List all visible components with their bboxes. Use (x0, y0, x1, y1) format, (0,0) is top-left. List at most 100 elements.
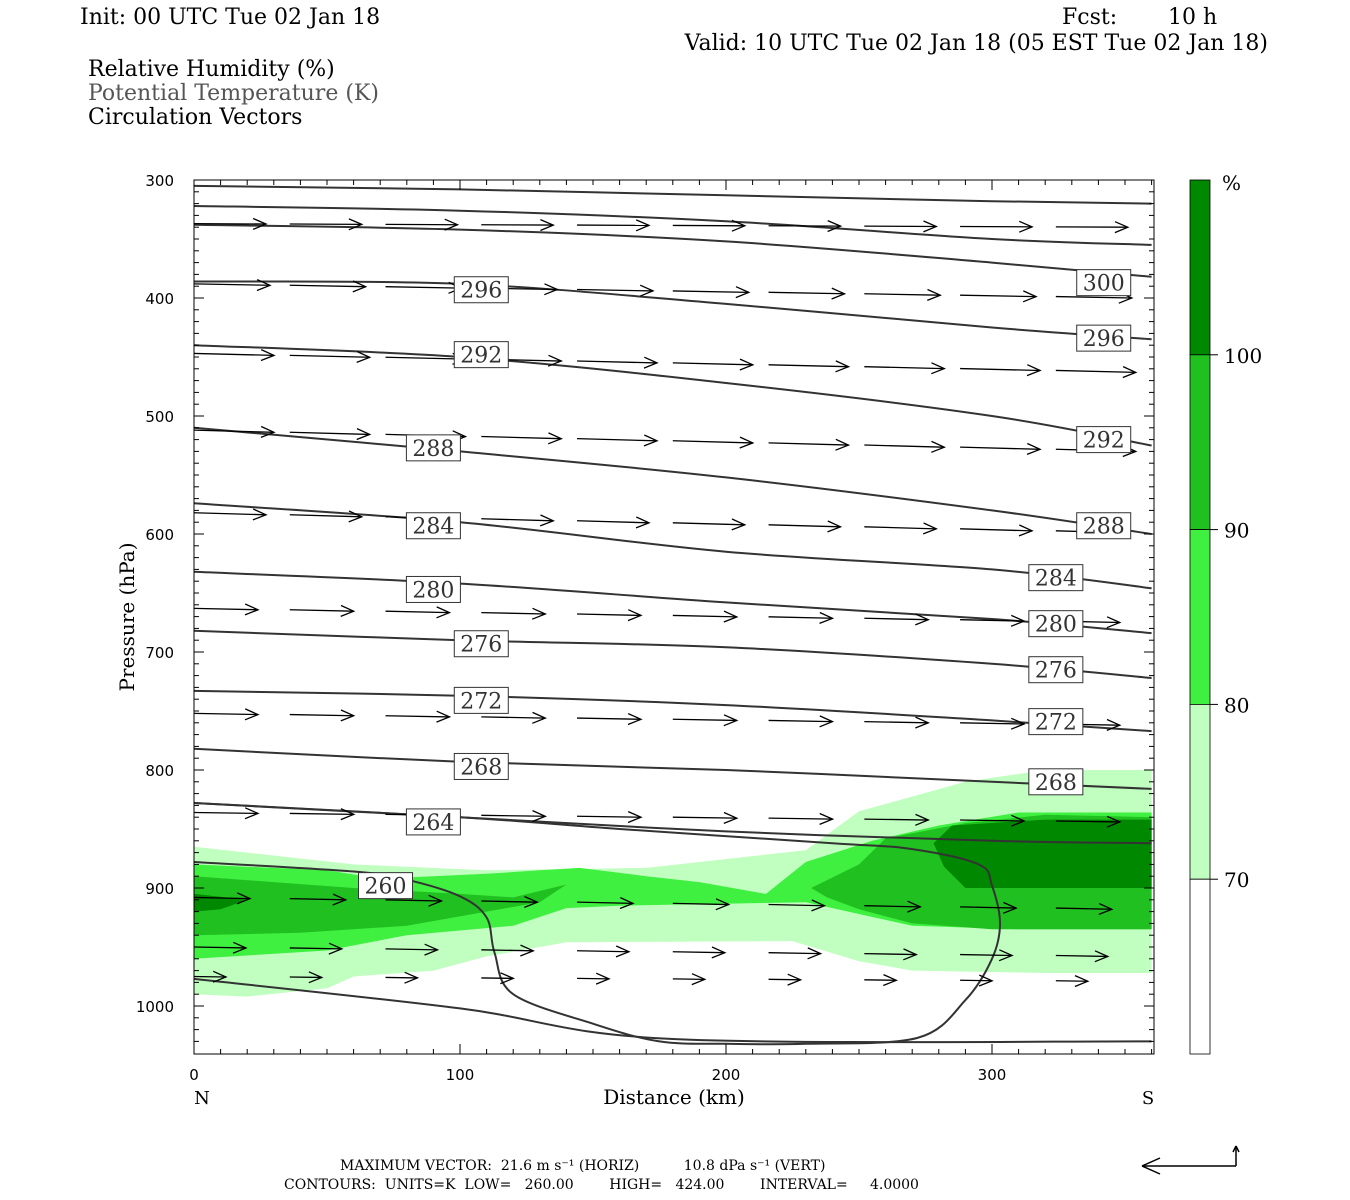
contour-label: 284 (405, 512, 461, 540)
circulation-vector (960, 220, 1034, 233)
circulation-vector (768, 438, 851, 451)
circulation-vector (194, 603, 260, 616)
svg-text:276: 276 (1035, 659, 1077, 684)
circulation-vector (289, 808, 356, 821)
circulation-vector (768, 899, 827, 912)
circulation-vector (194, 508, 268, 521)
circulation-vector (385, 710, 452, 723)
svg-text:296: 296 (460, 279, 502, 304)
contour-label: 292 (1076, 426, 1132, 454)
x-tick-label: 100 (446, 1066, 475, 1084)
contour-label: 276 (453, 630, 509, 658)
circulation-vector (768, 947, 823, 960)
circulation-vector (864, 440, 946, 453)
svg-text:288: 288 (1083, 515, 1125, 540)
circulation-vector (289, 942, 344, 955)
maximum-vector-note: MAXIMUM VECTOR: 21.6 m s⁻¹ (HORIZ) 10.8 … (340, 1158, 826, 1174)
circulation-vector (577, 713, 643, 726)
circulation-vector (194, 807, 260, 820)
circulation-vector (864, 716, 930, 729)
svg-text:268: 268 (460, 755, 502, 780)
valid-time: Valid: 10 UTC Tue 02 Jan 18 (05 EST Tue … (684, 31, 1268, 56)
circulation-vector (577, 219, 651, 232)
y-axis-title: Pressure (hPa) (115, 543, 139, 692)
colorbar-tick-label: 100 (1224, 344, 1262, 368)
svg-text:280: 280 (1035, 613, 1077, 638)
circulation-vector (768, 812, 835, 826)
circulation-vector (194, 217, 268, 230)
circulation-vector (481, 514, 555, 527)
circulation-vector (481, 810, 547, 823)
contour-label: 280 (1028, 610, 1084, 638)
svg-text:296: 296 (1083, 327, 1125, 352)
y-tick-label: 900 (145, 880, 174, 898)
circulation-vector (577, 945, 631, 958)
circulation-vector (577, 516, 651, 529)
forecast-hour: 10 h (1168, 5, 1218, 30)
circulation-vector (864, 613, 930, 626)
circulation-vector (768, 520, 843, 533)
svg-text:292: 292 (460, 344, 502, 369)
theta-contour-304 (194, 205, 1152, 246)
circulation-vector (481, 895, 539, 909)
y-tick-label: 400 (145, 290, 174, 308)
svg-text:272: 272 (1035, 711, 1077, 736)
theta-contour-276 (194, 629, 1152, 679)
circulation-vector (1055, 950, 1110, 963)
circulation-vector (960, 814, 1026, 827)
legend-relative-humidity: Relative Humidity (%) (88, 57, 335, 82)
svg-text:284: 284 (1035, 567, 1077, 592)
theta-contour-300 (194, 223, 1152, 278)
forecast-label: Fcst: (1062, 5, 1118, 30)
contour-label: 260 (358, 872, 414, 900)
circulation-vector (577, 609, 643, 622)
contour-label: 296 (453, 276, 509, 304)
svg-text:260: 260 (365, 875, 407, 900)
colorbar-tick-label: 70 (1224, 868, 1249, 892)
circulation-vector (385, 606, 452, 619)
y-tick-label: 800 (145, 762, 174, 780)
y-tick-label: 600 (145, 526, 174, 544)
rh-fill-100 (933, 819, 1152, 888)
contour-label: 268 (1028, 768, 1084, 796)
circulation-vector (1055, 902, 1114, 916)
circulation-vector (289, 510, 364, 523)
y-tick-label: 700 (145, 644, 174, 662)
contour-label: 288 (405, 434, 461, 462)
theta-contour-268 (194, 747, 1152, 790)
circulation-vector (481, 944, 535, 957)
circulation-vector (768, 220, 843, 233)
circulation-vector (672, 518, 747, 531)
contour-info-note: CONTOURS: UNITS=K LOW= 260.00 HIGH= 424.… (284, 1177, 919, 1193)
circulation-vector (672, 358, 755, 371)
circulation-vector (768, 287, 847, 300)
circulation-vector (960, 364, 1042, 377)
contour-label: 268 (453, 752, 509, 780)
init-time: Init: 00 UTC Tue 02 Jan 18 (80, 5, 381, 30)
theta-contour-308 (194, 184, 1152, 205)
circulation-vector (194, 892, 252, 905)
circulation-vector (289, 709, 356, 722)
circulation-vector (577, 284, 655, 297)
circulation-vector (768, 360, 851, 373)
circulation-vector (864, 974, 898, 987)
colorbar-swatch (1189, 179, 1211, 356)
circulation-vector (960, 949, 1014, 962)
theta-contour-256 (194, 977, 1152, 1044)
circulation-vector (960, 717, 1026, 730)
south-end-label: S (1142, 1088, 1154, 1109)
circulation-vector (194, 970, 228, 983)
y-tick-label: 1000 (136, 998, 174, 1016)
circulation-vector (864, 522, 938, 535)
svg-text:272: 272 (460, 689, 502, 714)
x-tick-label: 300 (978, 1066, 1007, 1084)
colorbar-unit-label: % (1222, 171, 1241, 195)
theta-contour-296 (194, 280, 1152, 341)
circulation-vector (672, 973, 707, 986)
theta-contour-280 (194, 570, 1152, 635)
circulation-vector (577, 356, 659, 369)
y-tick-label: 500 (145, 408, 174, 426)
circulation-vector (385, 971, 420, 984)
colorbar-swatch (1189, 529, 1211, 705)
circulation-vector (864, 948, 918, 961)
